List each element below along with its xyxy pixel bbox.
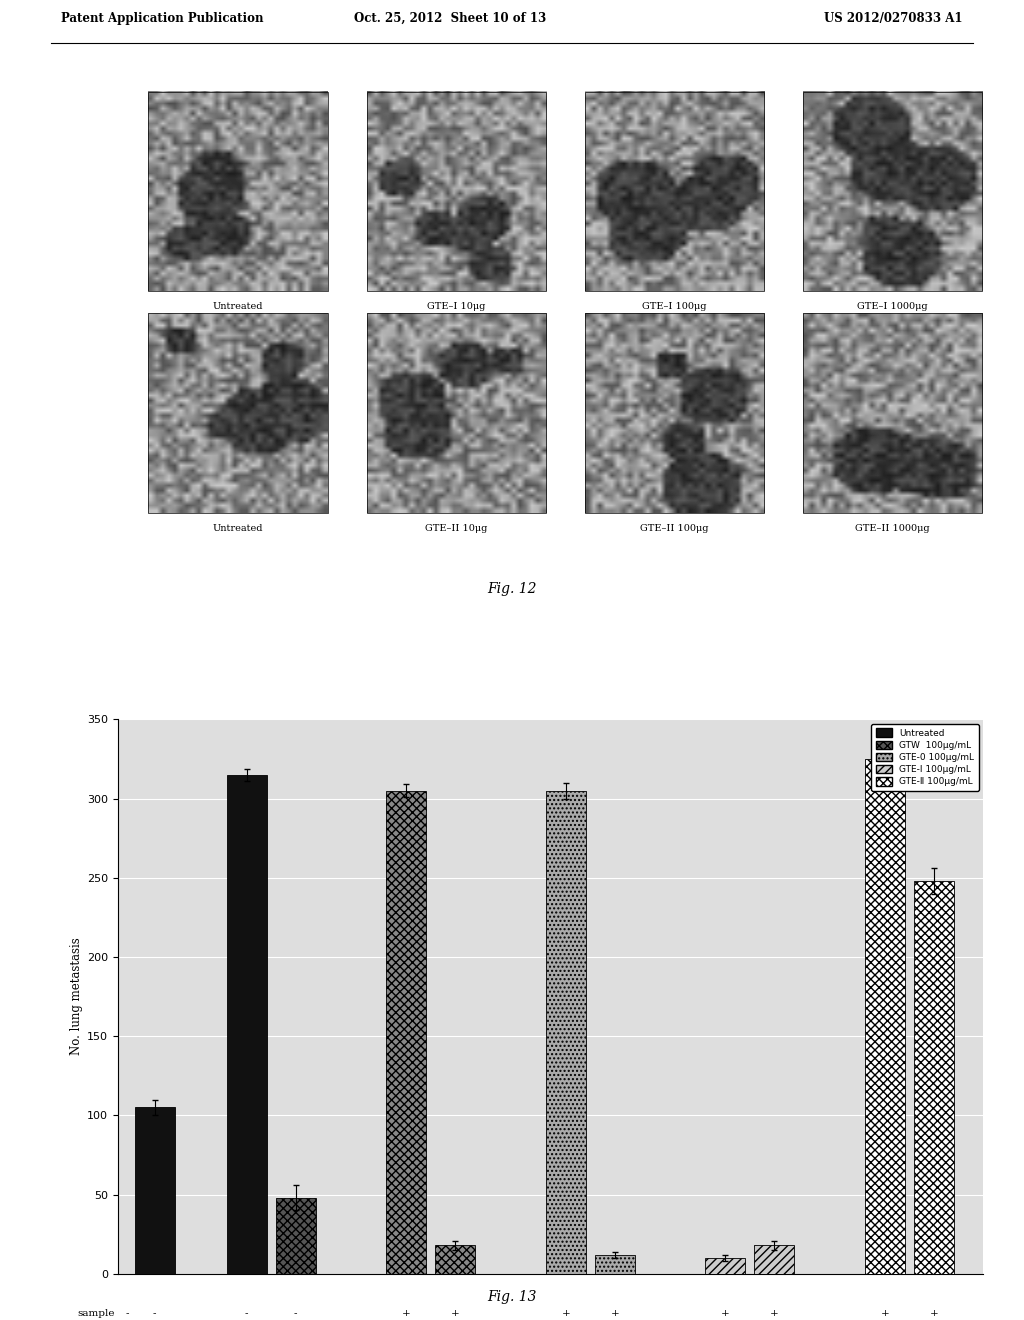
Bar [595,1255,635,1274]
Text: Untreated: Untreated [213,524,263,533]
Legend: Untreated, GTW  100μg/mL, GTE-0 100μg/mL, GTE-Ⅰ 100μg/mL, GTE-Ⅱ 100μg/mL: Untreated, GTW 100μg/mL, GTE-0 100μg/mL,… [871,723,979,791]
Y-axis label: No. lung metastasis: No. lung metastasis [70,937,83,1056]
Text: Fig. 12: Fig. 12 [487,582,537,597]
Bar [134,1107,174,1274]
Text: Untreated: Untreated [213,302,263,312]
Text: US 2012/0270833 A1: US 2012/0270833 A1 [824,12,963,25]
Bar [367,313,546,513]
Text: GTE–I 100μg: GTE–I 100μg [642,302,707,312]
Text: -: - [125,1308,129,1317]
Bar [914,880,954,1274]
Bar [367,91,546,292]
Bar [386,791,426,1274]
Bar [585,313,764,513]
Text: +: + [930,1308,938,1317]
Text: Oct. 25, 2012  Sheet 10 of 13: Oct. 25, 2012 Sheet 10 of 13 [354,12,547,25]
Bar [226,775,266,1274]
Text: +: + [561,1308,570,1317]
Text: GTE–I 1000μg: GTE–I 1000μg [857,302,928,312]
Bar [148,313,328,513]
Text: GTE–II 100μg: GTE–II 100μg [640,524,709,533]
Bar [706,1258,745,1274]
Text: +: + [451,1308,460,1317]
Text: Fig. 13: Fig. 13 [487,1290,537,1304]
Text: +: + [721,1308,730,1317]
Bar [148,91,328,292]
Bar [755,1245,795,1274]
Text: GTE–II 1000μg: GTE–II 1000μg [855,524,930,533]
Text: +: + [881,1308,889,1317]
Bar [275,1197,315,1274]
Text: +: + [770,1308,779,1317]
Text: sample: sample [77,1308,115,1317]
Text: Patent Application Publication: Patent Application Publication [61,12,264,25]
Bar [865,759,905,1274]
Bar [803,313,982,513]
Text: GTE–I 10μg: GTE–I 10μg [427,302,485,312]
Text: +: + [610,1308,620,1317]
Text: +: + [401,1308,411,1317]
Bar [546,791,586,1274]
Text: -: - [294,1308,298,1317]
Bar [435,1245,475,1274]
Bar [803,91,982,292]
Text: GTE–II 10μg: GTE–II 10μg [425,524,487,533]
Text: -: - [153,1308,157,1317]
Bar [585,91,764,292]
Text: -: - [245,1308,249,1317]
